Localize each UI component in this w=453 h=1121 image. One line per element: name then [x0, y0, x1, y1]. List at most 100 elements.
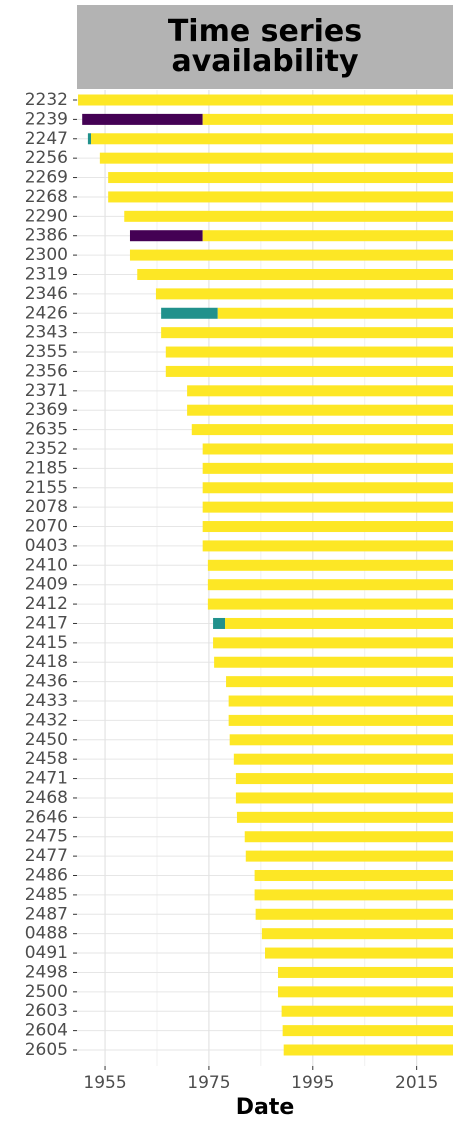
y-tick-label: 2290: [25, 206, 68, 226]
y-tick-label: 2300: [25, 245, 68, 265]
y-tick-label: 2646: [25, 807, 68, 827]
x-axis-label: Date: [236, 1095, 295, 1120]
y-tick-label: 2232: [25, 90, 68, 110]
y-tick-label: 2458: [25, 749, 68, 769]
y-tick-label: 2498: [25, 962, 68, 982]
y-tick-label: 0488: [25, 924, 68, 944]
y-tick-label: 2436: [25, 672, 68, 692]
y-tick-label: 2603: [25, 1001, 68, 1021]
chart-title: Time series availability: [167, 14, 363, 79]
x-tick-label: 1995: [291, 1073, 334, 1093]
y-tick-label: 2078: [25, 497, 68, 517]
y-tick-label: 2371: [25, 381, 68, 401]
segment-bar: [282, 1025, 453, 1037]
segment-bar: [228, 714, 453, 726]
y-tick-label: 0491: [25, 943, 68, 963]
y-tick-label: 2239: [25, 109, 68, 129]
segment-bar: [108, 191, 453, 203]
segment-bar: [202, 501, 453, 513]
segment-bar: [207, 598, 453, 610]
y-tick-label: 2485: [25, 885, 68, 905]
y-tick-label: 2468: [25, 788, 68, 808]
title-panel: Time series availability: [77, 5, 453, 89]
segment-bar: [191, 424, 453, 436]
segment-bar: [187, 385, 453, 397]
segment-bar: [202, 521, 453, 533]
y-tick-label: 2433: [25, 691, 68, 711]
segment-bar: [202, 113, 453, 125]
y-tick-label: 2247: [25, 129, 68, 149]
segment-bar: [225, 617, 453, 629]
y-tick-label: 0403: [25, 536, 68, 556]
segment-bar: [124, 210, 453, 222]
y-tick-label: 2475: [25, 827, 68, 847]
segment-bar: [261, 928, 453, 940]
y-tick-label: 2409: [25, 575, 68, 595]
segment-bar: [99, 152, 453, 164]
segment-bar: [229, 734, 453, 746]
y-tick-label: 2418: [25, 652, 68, 672]
y-tick-label: 2355: [25, 342, 68, 362]
y-tick-label: 2070: [25, 517, 68, 537]
x-tick-label: 2015: [395, 1073, 438, 1093]
segment-bar: [108, 172, 453, 184]
segment-bar: [202, 443, 453, 455]
segment-bar: [202, 462, 453, 474]
segment-bar: [283, 1044, 453, 1056]
segment-bar: [244, 831, 453, 843]
y-tick-label: 2417: [25, 613, 68, 633]
segment-bar: [236, 811, 453, 823]
y-tick-label: 2477: [25, 846, 68, 866]
y-tick-label: 2604: [25, 1021, 68, 1041]
segment-bar: [228, 695, 453, 707]
segment-bar: [82, 113, 203, 125]
segment-bar: [129, 230, 203, 242]
segment-bar: [161, 307, 218, 319]
y-tick-label: 2369: [25, 400, 68, 420]
y-tick-label: 2450: [25, 730, 68, 750]
y-tick-label: 2432: [25, 710, 68, 730]
y-tick-label: 2269: [25, 168, 68, 188]
segment-bar: [207, 559, 453, 571]
segment-bar: [87, 133, 92, 145]
segment-bar: [265, 947, 453, 959]
segment-bar: [217, 307, 453, 319]
x-tick-label: 1975: [187, 1073, 230, 1093]
segment-bar: [254, 889, 453, 901]
y-tick-label: 2415: [25, 633, 68, 653]
segment-bar: [129, 249, 453, 261]
segment-bar: [245, 850, 453, 862]
y-tick-label: 2356: [25, 361, 68, 381]
y-tick-label: 2343: [25, 323, 68, 343]
segment-bar: [155, 288, 453, 300]
y-tick-label: 2319: [25, 264, 68, 284]
y-tick-label: 2185: [25, 458, 68, 478]
y-tick-label: 2256: [25, 148, 68, 168]
segment-bar: [226, 676, 453, 688]
segment-bar: [214, 656, 453, 668]
y-tick-label: 2635: [25, 420, 68, 440]
y-tick-label: 2426: [25, 303, 68, 323]
segment-bar: [202, 482, 453, 494]
segment-bar: [213, 617, 226, 629]
y-tick-label: 2605: [25, 1040, 68, 1060]
y-tick-label: 2268: [25, 187, 68, 207]
segment-bar: [202, 230, 453, 242]
y-tick-label: 2386: [25, 226, 68, 246]
y-tick-label: 2155: [25, 478, 68, 498]
segment-bar: [235, 773, 453, 785]
y-tick-label: 2487: [25, 904, 68, 924]
y-tick-label: 2412: [25, 594, 68, 614]
segment-bar: [254, 870, 453, 882]
segment-bar: [281, 1005, 453, 1017]
y-tick-label: 2410: [25, 555, 68, 575]
segment-bar: [161, 327, 453, 339]
segment-bar: [202, 540, 453, 552]
segment-bar: [91, 133, 453, 145]
y-tick-label: 2486: [25, 866, 68, 886]
segment-bar: [207, 579, 453, 591]
segment-bar: [78, 94, 453, 106]
segment-bar: [255, 908, 453, 920]
segment-bar: [233, 753, 453, 765]
